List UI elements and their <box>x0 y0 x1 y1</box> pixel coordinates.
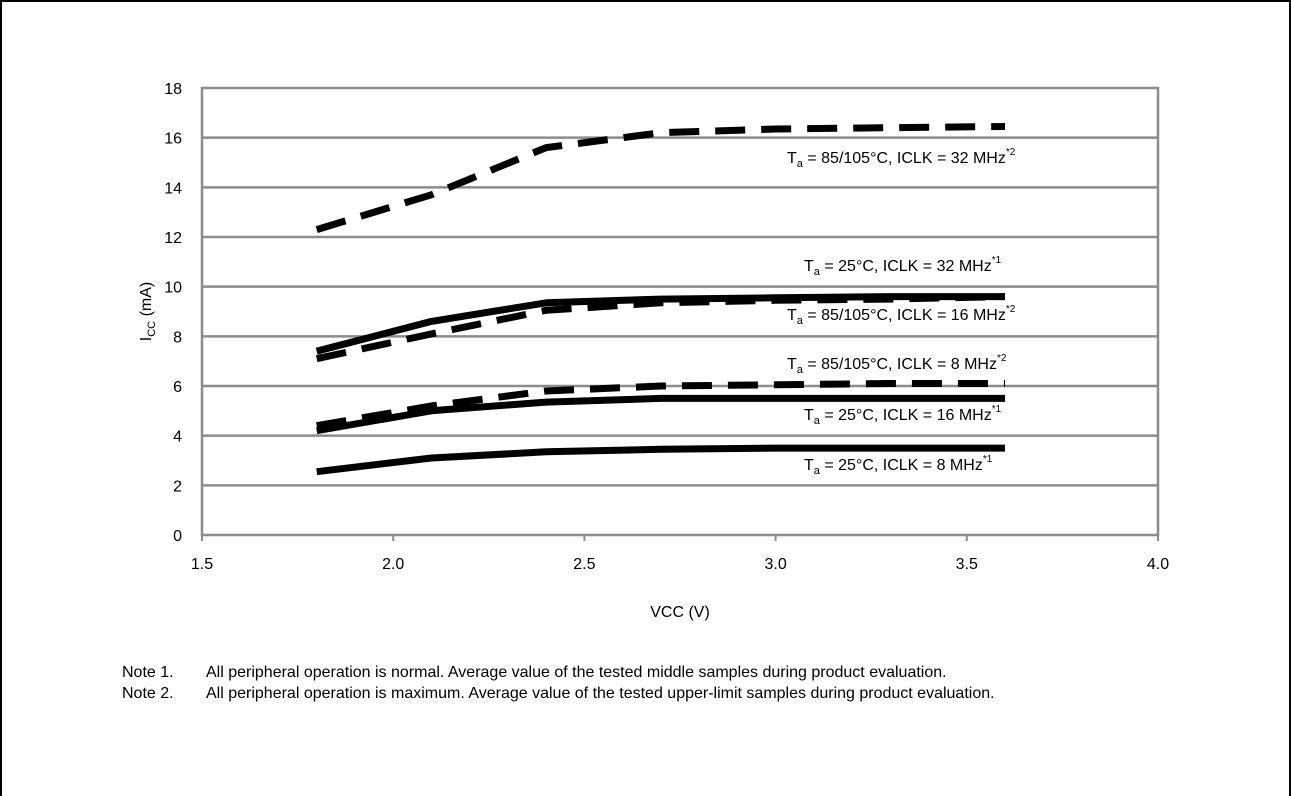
series-label-5: Ta = 25°C, ICLK = 16 MHz*1 <box>804 404 1002 427</box>
y-tick-label: 6 <box>173 379 182 396</box>
x-tick-label: 1.5 <box>191 556 213 573</box>
y-tick-label: 0 <box>173 528 182 545</box>
series-label-t: T <box>787 150 797 167</box>
series-line-6 <box>316 444 1005 476</box>
chart: 0 2 4 6 8 10 12 14 16 18 1.5 2.0 2.5 3.0 3.5 4.0 VCC (V)… <box>138 81 1169 621</box>
series-label-sub: a <box>814 465 821 477</box>
series-label-sup: *2 <box>1006 304 1016 315</box>
note-2-text: All peripheral operation is maximum. Ave… <box>206 685 995 702</box>
series-label-t: T <box>804 457 814 474</box>
notes: Note 1. All peripheral operation is norm… <box>122 662 1202 704</box>
series-label-2: Ta = 25°C, ICLK = 32 MHz*1 <box>804 255 1002 278</box>
series-label-t: T <box>787 307 797 324</box>
series-label-main: = 25°C, ICLK = 16 MHz <box>820 407 992 424</box>
series-label-sup: *1 <box>992 255 1002 266</box>
x-tick-label: 3.0 <box>764 556 786 573</box>
series-label-4: Ta = 85/105°C, ICLK = 8 MHz*2 <box>787 353 1007 376</box>
series-label-t: T <box>804 407 814 424</box>
series-label-sub: a <box>797 315 804 327</box>
note-1-label: Note 1. <box>122 664 174 681</box>
y-tick-label: 12 <box>164 230 182 247</box>
series-label-3: Ta = 85/105°C, ICLK = 16 MHz*2 <box>787 304 1016 327</box>
y-tick-label: 14 <box>164 180 182 197</box>
series-label-sup: *2 <box>997 353 1007 364</box>
series-line-4 <box>316 380 1005 430</box>
note-2-label: Note 2. <box>122 685 174 702</box>
series-label-sup: *2 <box>1006 147 1016 158</box>
series-label-sub: a <box>814 266 821 278</box>
x-tick-label: 2.5 <box>573 556 595 573</box>
series-label-sub: a <box>797 158 804 170</box>
x-tick-label: 3.5 <box>956 556 978 573</box>
series-label-1: Ta = 85/105°C, ICLK = 32 MHz*2 <box>787 147 1016 170</box>
series-label-t: T <box>804 258 814 275</box>
y-tick-label: 2 <box>173 478 182 495</box>
series-label-t: T <box>787 356 797 373</box>
y-axis-label-unit: (mA) <box>138 282 155 321</box>
y-axis-label: ICC (mA) <box>138 282 158 341</box>
note-1: Note 1. All peripheral operation is norm… <box>122 662 1202 683</box>
series-label-main: = 85/105°C, ICLK = 16 MHz <box>803 307 1006 324</box>
series-label-sup: *1 <box>983 454 993 465</box>
series-label-main: = 25°C, ICLK = 8 MHz <box>820 457 983 474</box>
series-line-5 <box>316 394 1005 435</box>
series-label-sub: a <box>797 364 804 376</box>
series-label-main: = 25°C, ICLK = 32 MHz <box>820 258 992 275</box>
y-tick-label: 4 <box>173 429 182 446</box>
note-2: Note 2. All peripheral operation is maxi… <box>122 683 1202 704</box>
series-label-6: Ta = 25°C, ICLK = 8 MHz*1 <box>804 454 993 477</box>
x-axis-label: VCC (V) <box>650 604 710 621</box>
series-label-sub: a <box>814 415 821 427</box>
y-axis-label-main: I <box>138 337 155 341</box>
plot-area <box>200 86 1160 537</box>
series-label-main: = 85/105°C, ICLK = 32 MHz <box>803 150 1006 167</box>
y-tick-label: 16 <box>164 131 182 148</box>
y-tick-label: 18 <box>164 81 182 98</box>
y-axis-label-sub: CC <box>146 321 158 337</box>
series-line-3 <box>315 293 1006 363</box>
x-tick-label: 4.0 <box>1147 556 1169 573</box>
y-tick-label: 8 <box>173 329 182 346</box>
x-tick-label: 2.0 <box>382 556 404 573</box>
y-tick-label: 10 <box>164 280 182 297</box>
series-line-1 <box>315 123 1006 233</box>
series-label-sup: *1 <box>992 404 1002 415</box>
series-label-main: = 85/105°C, ICLK = 8 MHz <box>803 356 997 373</box>
note-1-text: All peripheral operation is normal. Aver… <box>206 664 947 681</box>
